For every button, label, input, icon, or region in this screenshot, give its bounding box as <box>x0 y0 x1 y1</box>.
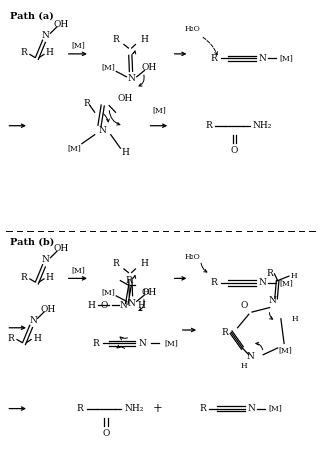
Text: O: O <box>101 301 108 310</box>
Text: R: R <box>21 48 28 57</box>
Text: [M]: [M] <box>71 42 85 50</box>
Text: R: R <box>221 328 228 337</box>
Text: [M]: [M] <box>67 144 81 152</box>
Text: R: R <box>211 278 218 287</box>
Text: OH: OH <box>142 63 157 72</box>
Text: O: O <box>102 429 109 438</box>
Text: N: N <box>259 54 267 63</box>
Text: N: N <box>120 301 127 310</box>
Text: H: H <box>46 48 54 57</box>
Text: R: R <box>199 404 206 413</box>
Text: N: N <box>29 316 37 325</box>
Text: OH: OH <box>41 305 56 314</box>
Text: N: N <box>128 74 135 83</box>
Text: H: H <box>141 259 148 268</box>
Text: N: N <box>99 126 107 135</box>
Text: [M]: [M] <box>279 54 293 62</box>
Text: R: R <box>125 276 132 285</box>
Text: R: R <box>266 269 273 278</box>
Text: N: N <box>269 296 277 305</box>
Text: O: O <box>231 146 238 155</box>
Text: H: H <box>121 148 129 157</box>
Text: R: R <box>211 54 218 63</box>
Text: [M]: [M] <box>102 64 115 72</box>
Text: R: R <box>113 35 120 44</box>
Text: N: N <box>247 352 254 361</box>
Text: R: R <box>21 273 28 282</box>
Text: H: H <box>137 301 145 310</box>
Text: H: H <box>141 35 148 44</box>
Text: [M]: [M] <box>165 339 178 348</box>
Text: R: R <box>205 121 212 130</box>
Text: N: N <box>42 31 50 40</box>
Text: O: O <box>240 301 247 310</box>
Text: N: N <box>139 339 147 348</box>
Text: R: R <box>113 259 120 268</box>
Text: H: H <box>241 362 247 370</box>
Text: R: R <box>83 99 90 108</box>
Text: [M]: [M] <box>102 288 115 296</box>
Text: N: N <box>248 404 256 413</box>
Text: N: N <box>259 278 267 287</box>
Text: [M]: [M] <box>279 279 293 287</box>
Text: [M]: [M] <box>268 405 282 413</box>
Text: N: N <box>128 299 135 308</box>
Text: +: + <box>152 402 162 415</box>
Text: H: H <box>291 272 297 280</box>
Text: H: H <box>143 288 149 296</box>
Text: NH₂: NH₂ <box>253 121 272 130</box>
Text: R: R <box>8 334 15 343</box>
Text: H: H <box>33 334 41 343</box>
Text: R: R <box>77 404 84 413</box>
Text: OH: OH <box>54 20 69 29</box>
Text: R: R <box>93 339 100 348</box>
Text: H: H <box>46 273 54 282</box>
Text: OH: OH <box>142 288 157 297</box>
Text: H: H <box>88 301 95 310</box>
Text: [M]: [M] <box>152 106 166 114</box>
Text: [M]: [M] <box>279 346 292 354</box>
Text: Path (b): Path (b) <box>10 238 54 247</box>
Text: N: N <box>42 255 50 264</box>
Text: [M]: [M] <box>71 266 85 274</box>
Text: H₂O: H₂O <box>185 25 201 33</box>
Text: H₂O: H₂O <box>185 253 201 261</box>
Text: H: H <box>292 315 299 323</box>
Text: OH: OH <box>117 94 133 103</box>
Text: Path (a): Path (a) <box>10 11 53 20</box>
Text: NH₂: NH₂ <box>125 404 144 413</box>
Text: OH: OH <box>54 244 69 253</box>
